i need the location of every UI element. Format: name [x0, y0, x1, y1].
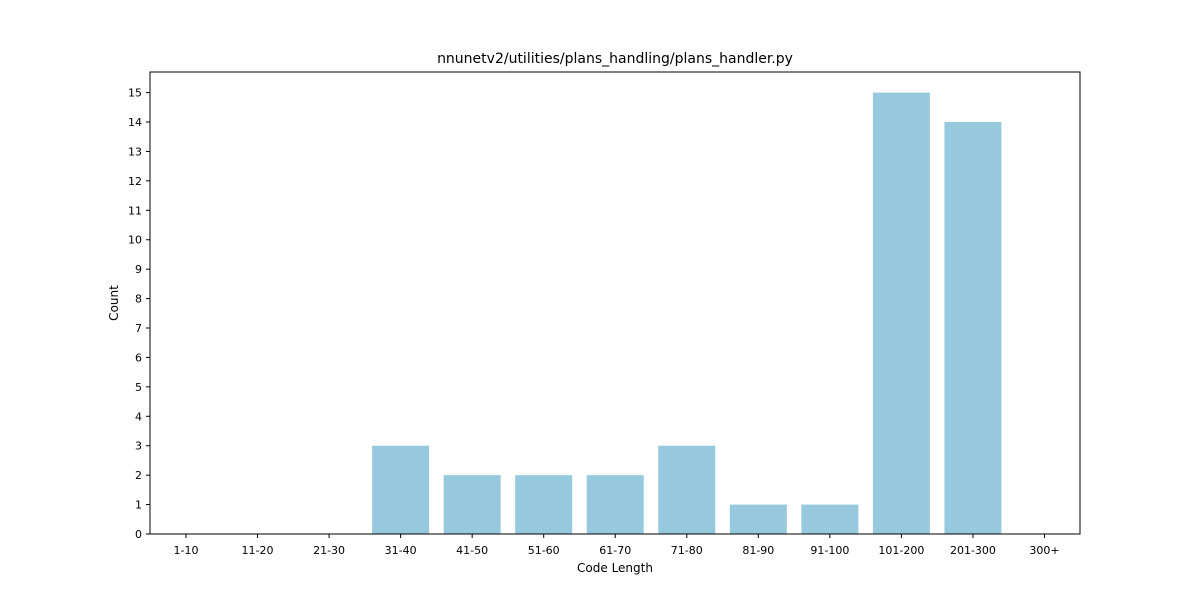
x-tick-label: 31-40 — [385, 544, 417, 557]
x-tick-label: 81-90 — [742, 544, 774, 557]
x-axis-ticks: 1-10 11-20 21-30 31-40 41-50 51-60 61-70 71-80 8… — [174, 534, 1060, 557]
y-tick-label: 4 — [135, 410, 142, 423]
x-tick-label: 91-100 — [810, 544, 849, 557]
y-tick-label: 0 — [135, 528, 142, 541]
bar-31-40 — [372, 446, 429, 534]
bar-101-200 — [873, 93, 930, 534]
y-tick-label: 2 — [135, 469, 142, 482]
x-tick-label: 51-60 — [528, 544, 560, 557]
x-tick-label: 61-70 — [599, 544, 631, 557]
bar-61-70 — [587, 475, 644, 534]
y-axis-label: Count — [107, 285, 121, 321]
x-tick-label: 21-30 — [313, 544, 345, 557]
bar-91-100 — [801, 505, 858, 534]
bar-81-90 — [730, 505, 787, 534]
x-tick-label: 71-80 — [671, 544, 703, 557]
bar-71-80 — [658, 446, 715, 534]
y-tick-label: 8 — [135, 293, 142, 306]
x-axis-label: Code Length — [577, 561, 653, 575]
y-tick-label: 1 — [135, 499, 142, 512]
x-tick-label: 101-200 — [878, 544, 924, 557]
plot-frame — [150, 72, 1080, 534]
x-tick-label: 201-300 — [950, 544, 996, 557]
y-tick-label: 12 — [128, 175, 142, 188]
y-tick-label: 10 — [128, 234, 142, 247]
bar-201-300 — [944, 122, 1001, 534]
y-tick-label: 11 — [128, 204, 142, 217]
y-tick-label: 9 — [135, 263, 142, 276]
y-tick-label: 15 — [128, 87, 142, 100]
y-tick-label: 5 — [135, 381, 142, 394]
y-tick-label: 3 — [135, 440, 142, 453]
x-tick-label: 11-20 — [242, 544, 274, 557]
x-tick-label: 1-10 — [174, 544, 199, 557]
x-tick-label: 300+ — [1029, 544, 1059, 557]
y-tick-label: 13 — [128, 145, 142, 158]
y-tick-label: 7 — [135, 322, 142, 335]
y-tick-label: 6 — [135, 351, 142, 364]
bars-group — [372, 93, 1001, 534]
y-tick-label: 14 — [128, 116, 142, 129]
x-tick-label: 41-50 — [456, 544, 488, 557]
chart-title: nnunetv2/utilities/plans_handling/plans_… — [437, 51, 793, 67]
bar-41-50 — [444, 475, 501, 534]
bar-51-60 — [515, 475, 572, 534]
